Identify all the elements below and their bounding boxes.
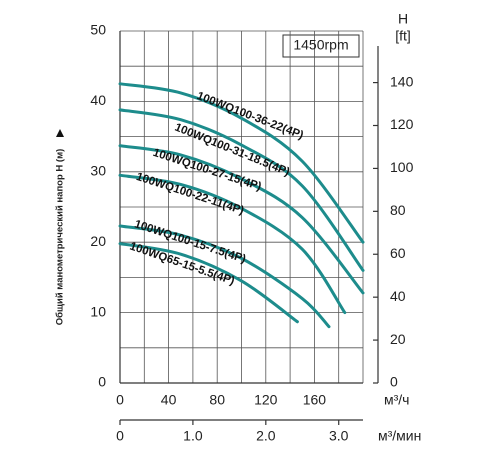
x2-tick-label: 3.0 — [329, 428, 349, 444]
y2-axis-unit: [ft] — [395, 28, 411, 44]
y-tick-label: 0 — [98, 374, 106, 390]
y-tick-label: 30 — [90, 163, 106, 179]
x-axis-title: м³/ч — [384, 392, 409, 408]
annotation-box — [282, 34, 360, 58]
y2-axis-title: H — [398, 11, 408, 27]
y2-tick-label: 60 — [390, 245, 406, 261]
y-tick-label: 40 — [90, 92, 106, 108]
y-axis-arrow — [56, 129, 64, 137]
x-tick-label: 160 — [303, 392, 327, 408]
y-axis-title: Общий манометрический напор H (м) — [55, 149, 66, 326]
pump-curve — [118, 173, 347, 315]
x2-tick-label: 1.0 — [183, 428, 203, 444]
x2-tick-label: 0 — [116, 428, 124, 444]
pump-curve — [118, 108, 365, 272]
pump-curve — [118, 224, 331, 329]
x-tick-label: 80 — [209, 392, 225, 408]
x-tick-label: 120 — [254, 392, 278, 408]
y2-tick-label: 0 — [390, 374, 398, 390]
pump-curve — [118, 82, 365, 244]
pump-curve — [118, 242, 299, 324]
y2-tick-label: 100 — [390, 159, 414, 175]
annotation: 1450rpm — [293, 37, 348, 53]
x2-tick-label: 2.0 — [256, 428, 276, 444]
x-tick-label: 0 — [116, 392, 124, 408]
pump-curve — [118, 144, 365, 295]
y2-tick-label: 40 — [390, 288, 406, 304]
curve-label: 100WQ100-36-22(4P) — [195, 90, 305, 142]
y2-tick-label: 20 — [390, 331, 406, 347]
y-tick-label: 50 — [90, 22, 106, 38]
y2-tick-label: 80 — [390, 202, 406, 218]
x-tick-label: 40 — [161, 392, 177, 408]
y-tick-label: 20 — [90, 233, 106, 249]
x2-axis-title: м³/мин — [378, 428, 421, 444]
y2-tick-label: 140 — [390, 73, 414, 89]
y2-tick-label: 120 — [390, 116, 414, 132]
y-tick-label: 10 — [90, 303, 106, 319]
